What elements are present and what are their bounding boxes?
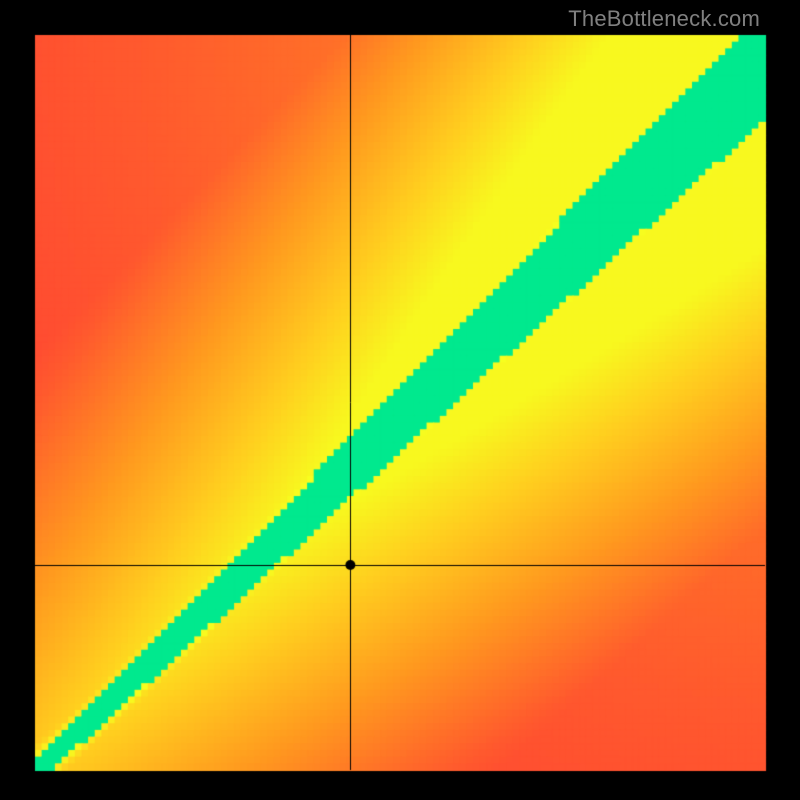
watermark-text: TheBottleneck.com: [568, 6, 760, 32]
bottleneck-heatmap: [0, 0, 800, 800]
chart-frame: TheBottleneck.com: [0, 0, 800, 800]
